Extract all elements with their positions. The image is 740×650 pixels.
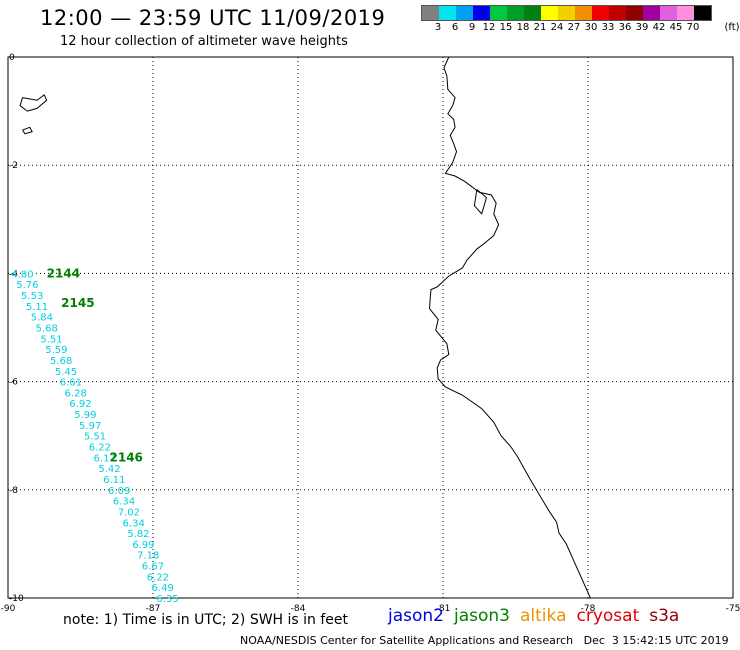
scale-tick-label: 45 [669, 22, 683, 33]
map-subtitle: 12 hour collection of altimeter wave hei… [60, 34, 348, 49]
x-tick-label: -90 [1, 604, 16, 614]
scale-tick-label: 6 [451, 22, 459, 33]
scale-tick-label: 70 [686, 22, 700, 33]
x-tick-label: -75 [726, 604, 740, 614]
wave-height-label: 5.68 [50, 356, 72, 367]
wave-height-label: 5.11 [26, 302, 48, 313]
wave-height-label: 6.34 [113, 497, 135, 508]
scale-swatch [643, 6, 660, 20]
scale-tick-label: 15 [499, 22, 513, 33]
coastline [428, 56, 591, 599]
scale-tick-label: 3 [434, 22, 442, 33]
wave-height-label: 6.99 [132, 540, 154, 551]
satellite-jason2: jason2 [388, 606, 444, 626]
footer-credit: NOAA/NESDIS Center for Satellite Applica… [240, 634, 729, 647]
wave-height-label: 4.80 [11, 269, 33, 280]
wave-height-label: 6.35 [156, 594, 178, 605]
wave-height-label: 6.67 [142, 562, 164, 573]
scale-swatch [439, 6, 456, 20]
scale-swatch [541, 6, 558, 20]
scale-tick-label: 12 [482, 22, 496, 33]
scale-swatch [490, 6, 507, 20]
color-scale-swatches [421, 5, 712, 21]
scale-unit-label: (ft) [724, 22, 740, 33]
scale-swatch [660, 6, 677, 20]
color-scale-labels: (ft) 3 6 9 12 15 18 21 24 27 30 33 36 39 42 45 70 [421, 21, 740, 35]
satellite-cryosat: cryosat [576, 606, 640, 626]
map-title: 12:00 — 23:59 UTC 11/09/2019 [40, 6, 386, 30]
scale-tick-label: 36 [618, 22, 632, 33]
scale-swatch [507, 6, 524, 20]
scale-swatch [626, 6, 643, 20]
pass-time-label: 2144 [47, 266, 80, 280]
wave-height-label: 5.84 [31, 313, 53, 324]
scale-swatch [473, 6, 490, 20]
wave-height-label: 5.59 [45, 345, 67, 356]
island-outline [19, 94, 48, 112]
scale-swatch [456, 6, 473, 20]
x-tick-label: -87 [146, 604, 161, 614]
x-tick-label: -78 [581, 604, 596, 614]
wave-height-label: 5.82 [127, 529, 149, 540]
scale-swatch [592, 6, 609, 20]
scale-tick-label: 24 [550, 22, 564, 33]
scale-tick-label: 42 [652, 22, 666, 33]
wave-height-label: 5.53 [21, 291, 43, 302]
map-frame [7, 56, 734, 599]
x-tick-label: -81 [436, 604, 451, 614]
wave-height-label: 6.09 [108, 486, 130, 497]
wave-height-label: 5.51 [84, 432, 106, 443]
wave-height-label: 6.34 [123, 518, 145, 529]
wave-height-label: 5.97 [79, 421, 101, 432]
pass-time-label: 2145 [61, 296, 94, 310]
scale-tick-label: 39 [635, 22, 649, 33]
scale-swatch [694, 6, 711, 20]
scale-tick-label: 27 [567, 22, 581, 33]
scale-swatch [422, 6, 439, 20]
island-outline [473, 189, 488, 215]
wave-height-color-scale: (ft) 3 6 9 12 15 18 21 24 27 30 33 36 39 42 45 70 [421, 5, 740, 35]
scale-tick-label: 21 [533, 22, 547, 33]
wave-height-label: 7.02 [118, 507, 140, 518]
x-tick-label: -84 [291, 604, 306, 614]
scale-swatch [524, 6, 541, 20]
wave-height-label: 5.51 [40, 334, 62, 345]
wave-height-label: 6.28 [65, 388, 87, 399]
satellite-legend: jason2 jason3 altika cryosat s3a [388, 606, 679, 626]
scale-swatch [677, 6, 694, 20]
satellite-jason3: jason3 [454, 606, 510, 626]
scale-swatch [609, 6, 626, 20]
wave-height-label: 5.68 [36, 324, 58, 335]
scale-tick-label: 9 [468, 22, 476, 33]
y-tick-label: -10 [9, 594, 24, 604]
wave-height-label: 6.49 [152, 583, 174, 594]
wave-height-label: 6.22 [147, 572, 169, 583]
wave-height-label: 7.18 [137, 551, 159, 562]
island-outline [22, 126, 33, 135]
wave-height-label: 6.17 [94, 453, 116, 464]
wave-height-label: 5.76 [16, 280, 38, 291]
scale-tick-label: 30 [584, 22, 598, 33]
satellite-s3a: s3a [649, 606, 680, 626]
wave-height-label: 6.92 [69, 399, 91, 410]
pass-time-label: 2146 [110, 450, 143, 464]
y-tick-label: -2 [9, 161, 18, 171]
y-tick-label: -8 [9, 486, 18, 496]
wave-height-label: 6.61 [60, 378, 82, 389]
satellite-altika: altika [520, 606, 567, 626]
y-tick-label: 0 [9, 53, 15, 63]
wave-height-label: 5.99 [74, 410, 96, 421]
scale-swatch [575, 6, 592, 20]
y-tick-label: -4 [9, 269, 18, 279]
wave-height-label: 6.11 [103, 475, 125, 486]
wave-height-label: 5.45 [55, 367, 77, 378]
wave-height-label: 5.42 [98, 464, 120, 475]
scale-tick-label: 18 [516, 22, 530, 33]
scale-swatch [558, 6, 575, 20]
scale-tick-label: 33 [601, 22, 615, 33]
wave-height-label: 6.22 [89, 443, 111, 454]
note-text: note: 1) Time is in UTC; 2) SWH is in fe… [63, 612, 349, 628]
y-tick-label: -6 [9, 378, 18, 388]
